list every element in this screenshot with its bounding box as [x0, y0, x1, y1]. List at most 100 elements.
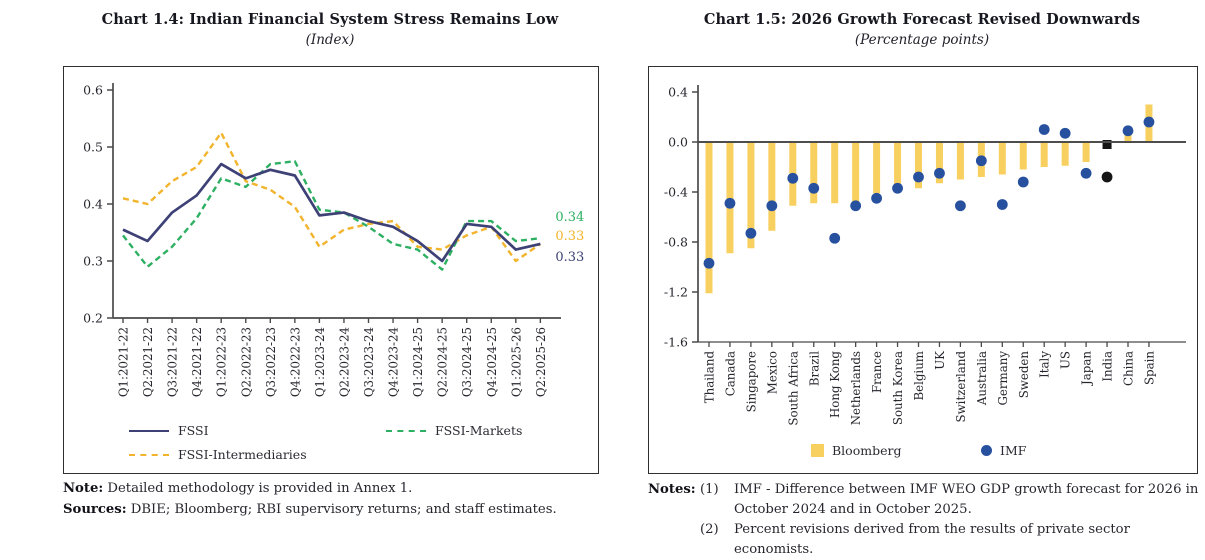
chart14-plot-box: 0.6 0.5 0.4 0.3 0.2 Q1:2021-22 Q2:2021-22 Q3:20… [63, 66, 599, 474]
legend-item-fssi: FSSI [129, 423, 209, 438]
imf-dot-belgium [913, 171, 924, 183]
x-tick-label: Q2:2025-26 [534, 327, 548, 397]
x-tick-label: Q1:2021-22 [117, 327, 131, 397]
imf-dot-china [1122, 125, 1134, 137]
x-tick-label: Q1:2025-26 [509, 327, 523, 397]
x-tick-label: Q3:2021-22 [166, 327, 180, 397]
y-tick-label: 0.5 [83, 140, 103, 155]
note1-line2: October 2024 and in October 2025. [734, 502, 972, 517]
imf-dot-hong-kong [829, 232, 841, 244]
note2-number: (2) [700, 522, 719, 537]
bloomberg-square-swatch [811, 444, 824, 457]
note1-number: (1) [700, 482, 719, 497]
note1-line1: IMF - Difference between IMF WEO GDP gro… [734, 482, 1199, 497]
imf-dot-mexico [766, 200, 778, 212]
chart15-title: Chart 1.5: 2026 Growth Forecast Revised … [703, 11, 1141, 28]
x-tick-label: Germany [996, 351, 1010, 406]
x-tick-label: UK [933, 351, 947, 370]
x-tick-label: Q4:2024-25 [485, 327, 499, 397]
imf-dot-uk [934, 167, 945, 179]
sources-label: Sources: [63, 502, 127, 517]
x-tick-label: Q1:2024-25 [411, 327, 425, 397]
x-tick-label: Sweden [1017, 351, 1031, 399]
bloomberg-bar-italy [1040, 142, 1048, 167]
notes-label: Notes: [648, 482, 696, 497]
x-tick-label: Netherlands [849, 351, 863, 425]
imf-dot-canada [724, 197, 736, 209]
x-tick-label: Spain [1142, 351, 1156, 385]
imf-dot-australia [975, 155, 987, 167]
bloomberg-bar-japan [1082, 142, 1090, 162]
chart15-notes: Notes: (1) IMF - Difference between IMF … [648, 480, 1200, 560]
chart14-subtitle: (Index) [305, 32, 355, 48]
note-text: Detailed methodology is provided in Anne… [107, 481, 413, 496]
y-tick-label: -1.6 [664, 335, 688, 350]
chart15-plot-box: 0.4 0.0 -0.4 -0.8 -1.2 -1.6 Thailand Canada Sing… [648, 66, 1198, 474]
fssi-markets-line [122, 160, 541, 271]
y-tick-label: 0.2 [83, 311, 103, 326]
bloomberg-bar-germany [998, 142, 1006, 175]
imf-dot-india [1101, 171, 1113, 183]
legend-item-bloomberg: Bloomberg [811, 443, 901, 458]
chart15-subtitle: (Percentage points) [854, 32, 990, 48]
bloomberg-bar-south-korea [894, 142, 902, 192]
bloomberg-bar-france [873, 142, 881, 194]
note-label: Note: [63, 481, 104, 496]
fssi-line-chart: 0.6 0.5 0.4 0.3 0.2 Q1:2021-22 Q2:2021-22 Q3:20… [83, 83, 584, 398]
fssi-intermediaries-line [122, 131, 542, 263]
x-tick-label: China [1122, 351, 1136, 386]
chart14-title: Chart 1.4: Indian Financial System Stres… [101, 11, 559, 28]
imf-dot-singapore [745, 227, 757, 239]
bloomberg-bar-hong-kong [831, 142, 839, 204]
bloomberg-bar-brazil [810, 142, 818, 204]
y-tick-label: 0.6 [83, 83, 103, 98]
x-tick-label: Mexico [765, 351, 779, 394]
x-tick-label: Q3:2023-24 [362, 327, 376, 397]
bloomberg-bar-mexico [768, 142, 776, 231]
imf-dot-sweden [1017, 176, 1029, 188]
imf-dot-brazil [808, 182, 820, 194]
legend-item-imf: IMF [981, 443, 1026, 458]
bloomberg-bar-singapore [747, 142, 755, 249]
imf-dot-netherlands [850, 200, 862, 212]
imf-dot-us [1059, 127, 1071, 139]
fssi-end-label: 0.33 [555, 250, 584, 265]
bloomberg-bar-switzerland [956, 142, 964, 180]
y-tick-label: -1.2 [664, 285, 688, 300]
x-tick-label: Japan [1080, 351, 1094, 386]
y-tick-label: -0.8 [664, 235, 688, 250]
imf-dot-japan [1080, 167, 1092, 179]
x-tick-label: India [1101, 351, 1115, 382]
fssi-intermediaries-line-swatch [129, 454, 169, 456]
bloomberg-bar-netherlands [852, 142, 860, 207]
legend-label-fssi-markets: FSSI-Markets [435, 423, 523, 438]
x-tick-label: Singapore [744, 351, 758, 412]
x-tick-label: South Africa [786, 351, 800, 426]
x-tick-label: Q2:2021-22 [141, 327, 155, 397]
growth-forecast-chart: 0.4 0.0 -0.4 -0.8 -1.2 -1.6 Thailand Canada Sing… [664, 85, 1186, 426]
y-tick-label: 0.4 [83, 197, 103, 212]
x-tick-label: Italy [1038, 351, 1052, 378]
x-tick-label: Australia [975, 351, 989, 406]
fssi-line-swatch [129, 430, 169, 432]
chart14-note: Note: Detailed methodology is provided i… [63, 481, 412, 496]
bloomberg-bar-canada [726, 142, 734, 254]
y-tick-label: -0.4 [664, 185, 688, 200]
bloomberg-bar-sweden [1019, 142, 1027, 170]
legend-label-fssi-intermediaries: FSSI-Intermediaries [178, 447, 307, 462]
x-tick-label: Q1:2023-24 [313, 327, 327, 397]
imf-dot-france [871, 192, 882, 204]
x-tick-label: Q2:2022-23 [239, 327, 253, 397]
x-tick-label: US [1059, 351, 1073, 369]
x-tick-label: Thailand [703, 351, 717, 404]
y-tick-label: 0.4 [668, 85, 688, 100]
imf-dot-spain [1143, 116, 1155, 128]
imf-dot-italy [1038, 124, 1050, 135]
legend-label-bloomberg: Bloomberg [832, 443, 902, 458]
legend-item-fssi-markets: FSSI-Markets [386, 423, 522, 438]
x-tick-label: Q2:2024-25 [436, 327, 450, 397]
report-page: Chart 1.4: Indian Financial System Stres… [63, 11, 1199, 557]
imf-dot-swatch [981, 445, 992, 456]
x-tick-label: Q4:2022-23 [288, 327, 302, 397]
fssi-line [122, 162, 541, 263]
